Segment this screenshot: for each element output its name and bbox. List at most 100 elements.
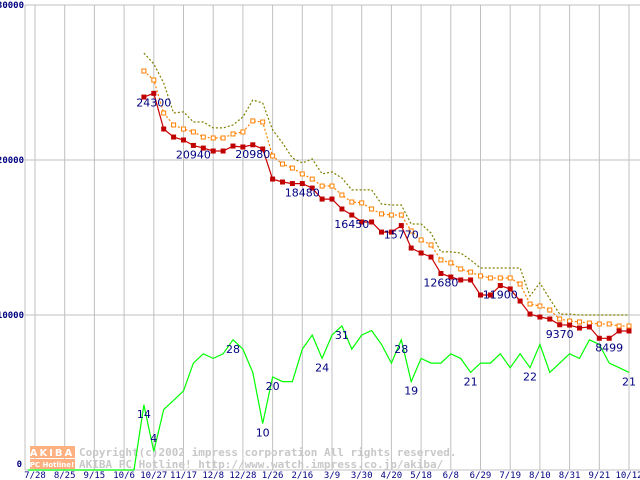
data-label-count: 28 — [226, 343, 240, 356]
data-label-count: 19 — [404, 385, 418, 398]
data-point-min — [260, 146, 266, 152]
data-point-min — [458, 277, 464, 283]
x-tick-label: 7/28 — [24, 471, 46, 480]
x-tick-label: 12/28 — [229, 471, 256, 480]
x-tick-label: 6/8 — [443, 471, 459, 480]
data-point-average — [567, 318, 573, 324]
data-point-min — [507, 286, 513, 292]
x-tick-label: 10/12 — [615, 471, 640, 480]
data-point-min — [230, 143, 236, 149]
x-tick-label: 10/6 — [113, 471, 135, 480]
data-point-average — [181, 126, 186, 132]
data-point-min — [567, 322, 573, 328]
data-point-average — [250, 118, 256, 124]
akiba-logo-text: AKIBA — [30, 448, 75, 459]
data-point-average — [487, 275, 493, 281]
data-point-min — [577, 325, 582, 331]
data-point-min — [547, 316, 553, 322]
data-point-average — [398, 212, 404, 218]
x-tick-label: 9/15 — [84, 471, 106, 480]
data-label-count: 31 — [335, 329, 349, 342]
y-tick-label: 20000 — [0, 156, 24, 166]
data-point-average — [537, 303, 543, 309]
data-point-average — [200, 134, 206, 140]
data-point-min — [586, 324, 592, 330]
data-labels: 24300 20940 20980 18480 16450 15770 12680 11900… — [136, 96, 636, 445]
data-point-min — [161, 126, 167, 132]
data-point-average — [289, 165, 295, 171]
site-url-line: AKIBA PC Hotline! http://www.watch.impre… — [79, 458, 444, 471]
data-label-count: 10 — [256, 427, 270, 440]
series-line-min — [143, 92, 629, 339]
data-point-average — [270, 153, 276, 159]
series-line-count — [28, 324, 630, 471]
data-point-average — [557, 316, 563, 322]
data-point-average — [210, 135, 216, 141]
data-label-count: 21 — [464, 375, 478, 388]
data-point-min — [379, 229, 384, 235]
data-point-min — [478, 292, 483, 298]
data-point-min — [438, 270, 444, 276]
akiba-logo-top — [30, 446, 75, 458]
data-point-min — [151, 90, 157, 96]
data-point-average — [349, 199, 355, 205]
data-point-min — [606, 335, 612, 341]
data-point-min — [280, 179, 285, 185]
data-label-min: 11900 — [483, 289, 518, 302]
data-point-min — [299, 181, 305, 187]
data-point-average — [458, 266, 464, 272]
data-point-min — [141, 94, 147, 100]
x-tick-label: 6/29 — [470, 471, 492, 480]
data-point-average — [428, 242, 434, 248]
data-label-count: 4 — [150, 432, 157, 445]
data-point-average — [438, 257, 444, 263]
data-point-average — [141, 68, 147, 74]
data-label-min: 18480 — [285, 187, 320, 200]
data-point-min — [497, 283, 503, 289]
data-point-min — [171, 134, 177, 140]
data-point-average — [240, 129, 246, 135]
x-tick-label: 3/9 — [324, 471, 340, 480]
data-label-min: 20940 — [176, 148, 211, 161]
data-point-min — [319, 196, 325, 202]
x-tick-label: 10/27 — [140, 471, 167, 480]
data-point-average — [319, 183, 325, 189]
pc-hotline-logo-text: PC Hotline! — [30, 461, 74, 469]
data-label-min: 24300 — [136, 96, 171, 109]
data-point-min — [190, 142, 196, 148]
series-line-average — [143, 70, 629, 327]
data-point-min — [487, 292, 493, 298]
x-tick-label: 8/31 — [559, 471, 581, 480]
x-tick-label: 8/25 — [54, 471, 76, 480]
data-label-count: 28 — [394, 343, 408, 356]
data-label-min: 20980 — [235, 148, 270, 161]
data-point-min — [557, 322, 563, 328]
data-point-average — [596, 321, 602, 327]
data-label-min: 15770 — [384, 229, 419, 242]
data-point-min — [250, 142, 256, 148]
data-point-average — [260, 119, 266, 125]
data-point-average — [408, 228, 414, 234]
data-point-min — [468, 277, 474, 283]
series-line-max — [143, 52, 629, 316]
data-point-min — [200, 145, 206, 151]
data-point-average — [388, 212, 394, 218]
grid — [24, 4, 640, 471]
x-tick-label: 5/18 — [410, 471, 432, 480]
data-point-average — [329, 183, 335, 189]
data-point-min — [349, 212, 355, 218]
data-label-count: 22 — [523, 371, 537, 384]
data-point-min — [309, 185, 315, 191]
akiba-logo-bottom — [30, 459, 75, 469]
data-point-min — [388, 229, 394, 235]
data-point-min — [616, 328, 622, 334]
data-point-average — [280, 161, 285, 167]
data-label-count: 21 — [622, 375, 636, 388]
data-point-average — [161, 110, 167, 116]
x-tick-label: 12/8 — [202, 471, 224, 480]
data-point-average — [369, 206, 375, 212]
data-point-average — [616, 323, 622, 329]
data-point-min — [289, 181, 295, 187]
